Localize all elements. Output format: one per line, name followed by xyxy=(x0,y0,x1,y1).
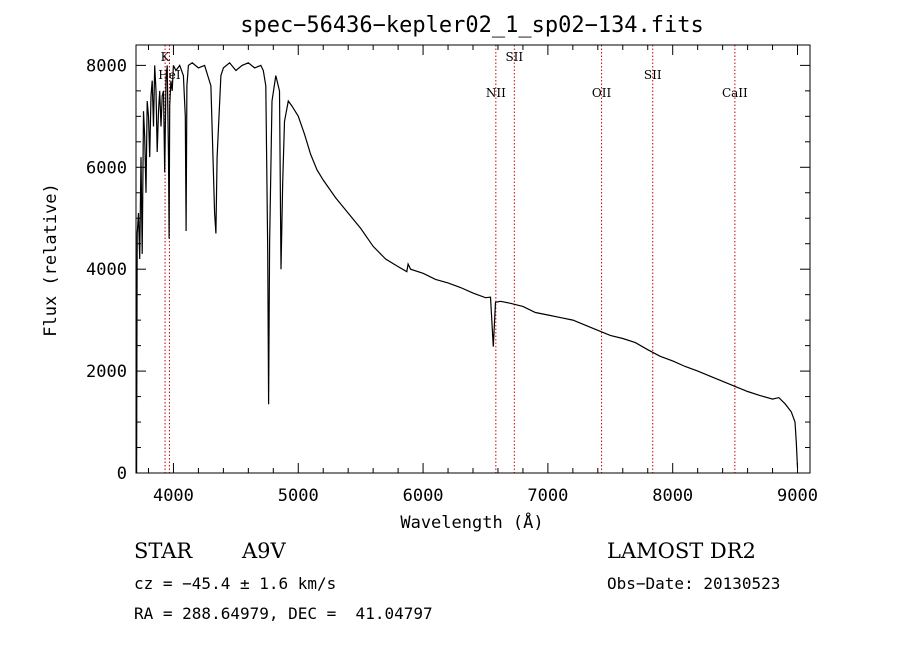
y-axis-label: Flux (relative) xyxy=(41,183,61,337)
y-tick-label: 8000 xyxy=(86,56,127,76)
y-axis: 0 2000 4000 6000 8000 xyxy=(86,56,810,484)
y-tick-label: 4000 xyxy=(86,260,127,280)
x-tick-label: 7000 xyxy=(527,486,568,506)
line-marker-label: SII xyxy=(644,68,662,82)
x-axis-label: Wavelength (Å) xyxy=(400,511,543,533)
line-marker-label: K xyxy=(161,50,171,64)
line-marker-label: CaII xyxy=(722,86,748,100)
line-marker-label: HeI xyxy=(158,68,181,82)
x-tick-label: 6000 xyxy=(403,486,444,506)
redshift-velocity: cz = −45.4 ± 1.6 km/s xyxy=(134,574,337,593)
x-tick-label: 8000 xyxy=(652,486,693,506)
spectral-line-markers: K HeI NII SII OII SII CaII xyxy=(158,45,748,473)
line-marker-label: OII xyxy=(592,86,612,100)
line-marker-label: NII xyxy=(486,86,506,100)
line-marker-label: SII xyxy=(505,50,523,64)
x-tick-label: 4000 xyxy=(153,486,194,506)
y-tick-label: 2000 xyxy=(86,362,127,382)
spectral-subclass: A9V xyxy=(242,539,286,563)
observation-date: Obs−Date: 20130523 xyxy=(607,574,781,593)
plot-frame xyxy=(135,44,811,474)
survey-name: LAMOST DR2 xyxy=(607,539,756,563)
chart-title: spec−56436−kepler02_1_sp02−134.fits xyxy=(240,13,704,38)
x-tick-label: 5000 xyxy=(278,486,319,506)
spectrum-line xyxy=(136,61,799,474)
y-tick-label: 0 xyxy=(117,464,127,484)
coordinates: RA = 288.64979, DEC = 41.04797 xyxy=(134,604,433,623)
x-tick-label: 9000 xyxy=(777,486,818,506)
y-tick-label: 6000 xyxy=(86,158,127,178)
object-type: STAR xyxy=(134,539,193,563)
x-axis: 4000 5000 6000 7000 8000 9000 xyxy=(147,45,818,506)
